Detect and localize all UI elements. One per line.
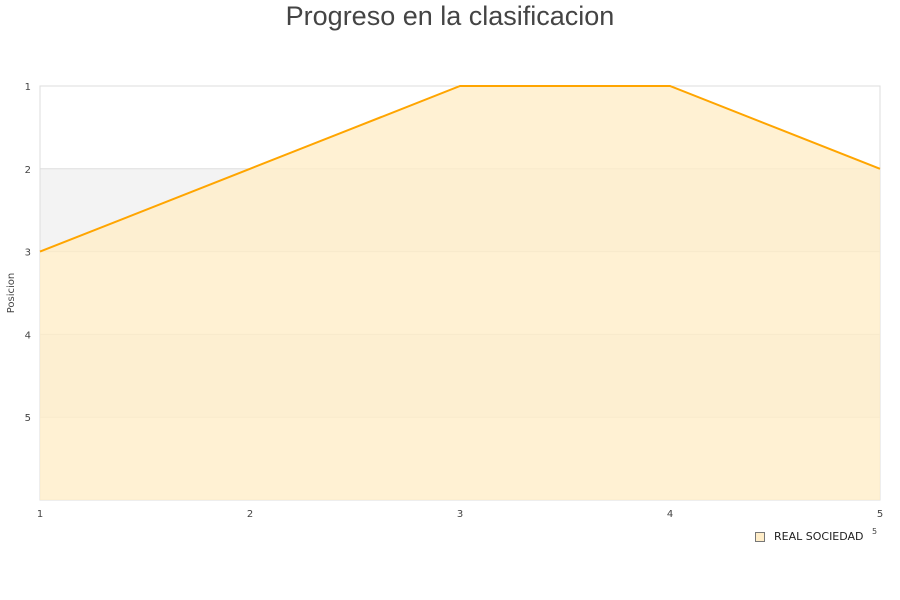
chart-title: Progreso en la clasificacion: [285, 1, 615, 31]
x-tick-label: 3: [457, 509, 463, 520]
y-tick-label: 3: [25, 248, 31, 259]
legend-swatch: [755, 531, 765, 542]
y-tick-label: 1: [25, 82, 31, 93]
y-tick-label: 5: [25, 413, 31, 424]
legend-note: 5: [872, 527, 878, 536]
legend-label: REAL SOCIEDAD: [774, 530, 864, 543]
y-axis-label: Posicion: [6, 273, 17, 314]
y-tick-label: 4: [25, 330, 31, 341]
y-tick-label: 2: [25, 165, 31, 176]
x-tick-label: 2: [247, 509, 253, 520]
legend-item[interactable]: REAL SOCIEDAD: [755, 530, 864, 543]
series-area: [40, 86, 880, 500]
x-tick-label: 1: [37, 509, 43, 520]
x-tick-label: 5: [877, 509, 883, 520]
x-tick-label: 4: [667, 509, 673, 520]
series-line: [39, 85, 881, 253]
